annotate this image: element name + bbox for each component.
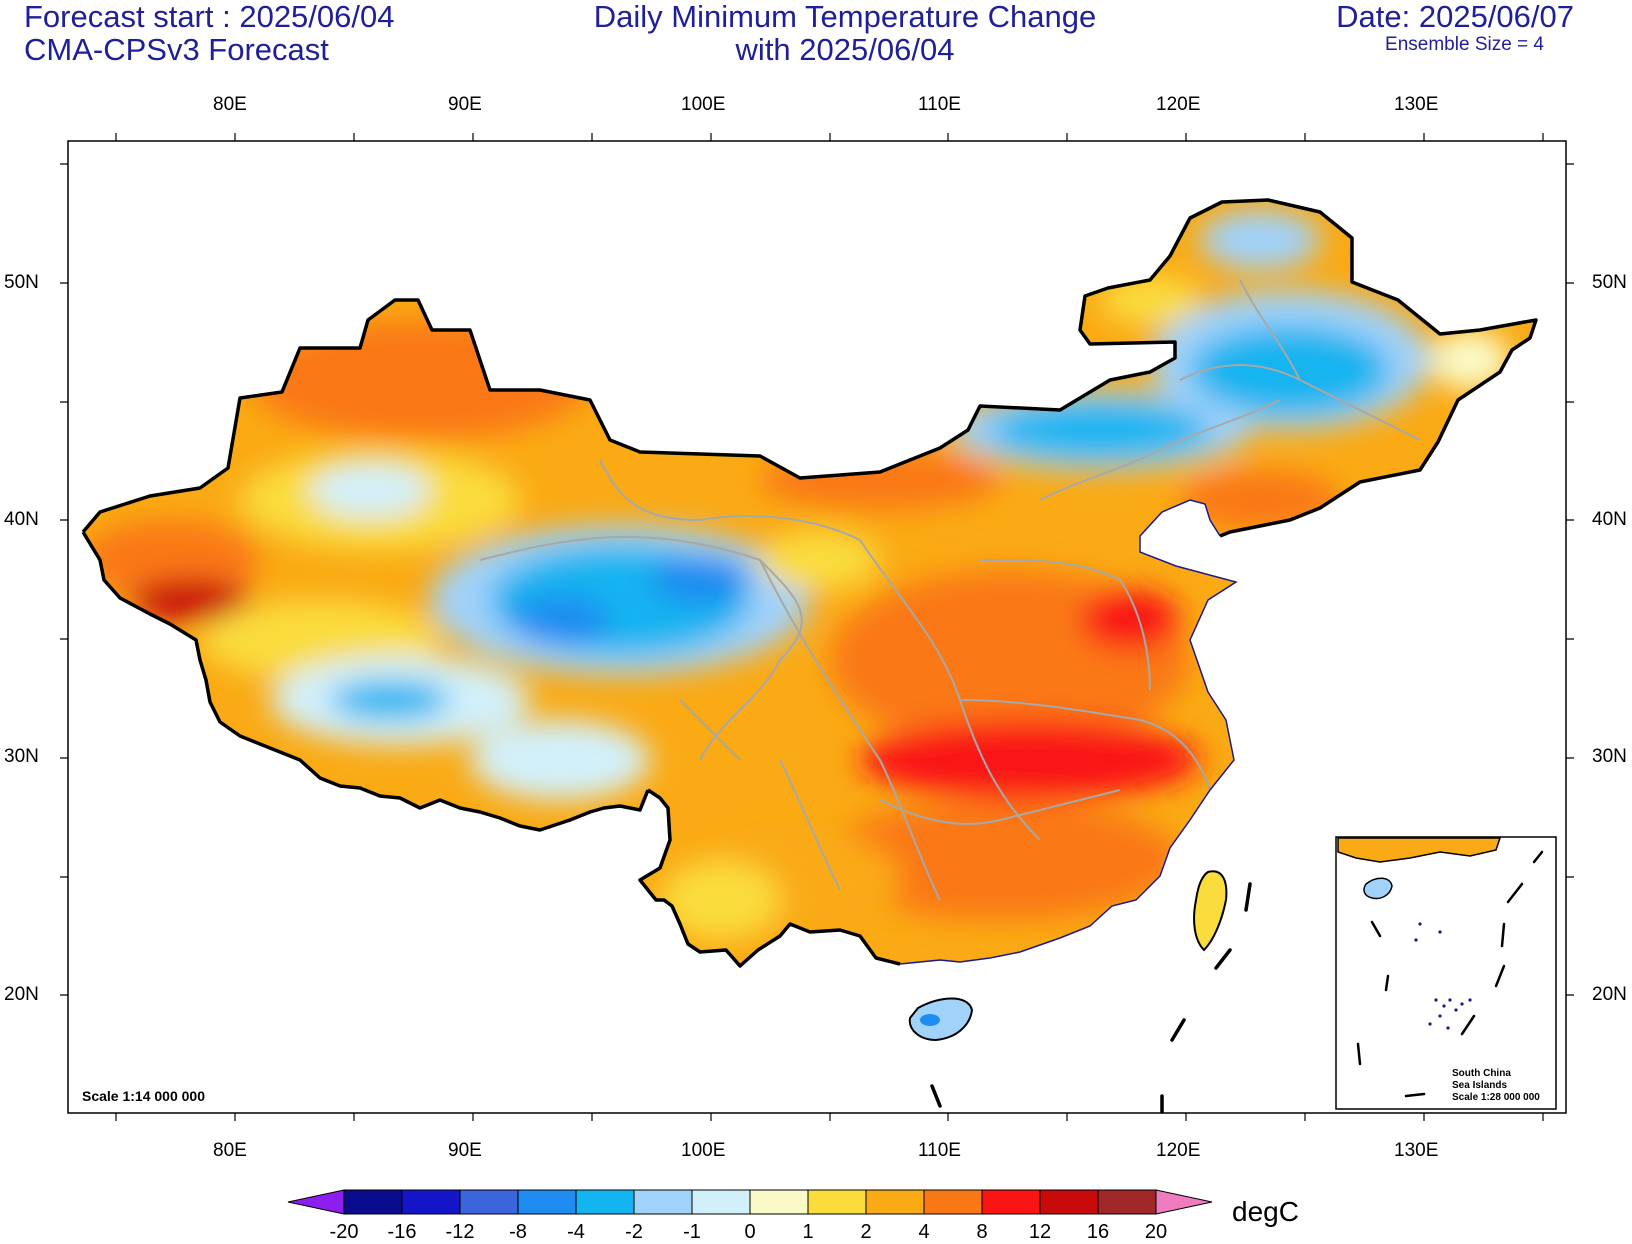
- lon-label: 130E: [1394, 1140, 1439, 1161]
- model-label: CMA-CPSv3 Forecast: [24, 32, 329, 67]
- colorbar-label: 0: [744, 1221, 756, 1243]
- colorbar-swatch: [807, 1189, 867, 1215]
- colorbar-label: 12: [1028, 1221, 1052, 1243]
- colorbar-label: -20: [329, 1221, 359, 1243]
- colorbar-swatch: [1097, 1189, 1157, 1215]
- forecast-start-label: Forecast start : 2025/06/04: [24, 0, 395, 34]
- colorbar-label: 20: [1144, 1221, 1168, 1243]
- colorbar-label: 16: [1086, 1221, 1110, 1243]
- colorbar-label: -8: [509, 1221, 527, 1243]
- colorbar-over-arrow: [1155, 1189, 1213, 1215]
- lon-label: 100E: [681, 1140, 726, 1161]
- dash-line-segments: [930, 882, 1252, 1114]
- inset-title-line1: South China: [1452, 1068, 1511, 1079]
- inset-scale-note: Scale 1:28 000 000: [1452, 1092, 1540, 1103]
- lat-label: 20N: [1592, 984, 1627, 1005]
- lat-label: 50N: [1592, 272, 1627, 293]
- axis-ticks: [60, 133, 1574, 1121]
- colorbar-label: -1: [683, 1221, 701, 1243]
- colorbar-swatch: [459, 1189, 519, 1215]
- ensemble-size-label: Ensemble Size = 4: [1385, 34, 1544, 55]
- colorbar-swatch: [691, 1189, 751, 1215]
- lat-label: 20N: [4, 984, 39, 1005]
- lon-label: 90E: [448, 1140, 482, 1161]
- taiwan-island: [1193, 870, 1228, 952]
- colorbar-swatch: [517, 1189, 577, 1215]
- colorbar-swatch: [923, 1189, 983, 1215]
- colorbar-label: 8: [976, 1221, 988, 1243]
- colorbar-label: -16: [387, 1221, 417, 1243]
- colorbar-label: -4: [567, 1221, 585, 1243]
- lon-label: 80E: [213, 1140, 247, 1161]
- lon-label: 130E: [1394, 94, 1439, 115]
- national-border: [81, 198, 1538, 968]
- lon-label: 120E: [1156, 1140, 1201, 1161]
- lat-label: 40N: [4, 509, 39, 530]
- lat-label: 50N: [4, 272, 39, 293]
- forecast-date-label: Date: 2025/06/07: [1336, 0, 1574, 34]
- colorbar-swatch: [749, 1189, 809, 1215]
- province-boundaries: [479, 279, 1421, 901]
- colorbar-swatch: [1039, 1189, 1099, 1215]
- hainan-island: [908, 997, 974, 1042]
- map-subtitle: with 2025/06/04: [735, 32, 955, 67]
- colorbar-unit: degC: [1232, 1196, 1299, 1227]
- colorbar-swatch: [343, 1189, 403, 1215]
- lon-label: 110E: [918, 1140, 961, 1161]
- lon-label: 80E: [213, 94, 247, 115]
- inset-title-line2: Sea Islands: [1452, 1080, 1508, 1091]
- colorbar-label: 1: [802, 1221, 814, 1243]
- lon-label: 90E: [448, 94, 482, 115]
- colorbar-label: 4: [918, 1221, 930, 1243]
- map-title: Daily Minimum Temperature Change: [593, 0, 1097, 34]
- lon-label: 100E: [681, 94, 726, 115]
- colorbar-label: 2: [860, 1221, 872, 1243]
- south-china-sea-inset: [1335, 836, 1557, 1110]
- colorbar-swatch: [981, 1189, 1041, 1215]
- colorbar-under-arrow: [287, 1189, 345, 1215]
- coastline: [899, 499, 1238, 965]
- colorbar-swatch: [575, 1189, 635, 1215]
- lat-label: 30N: [4, 746, 39, 767]
- hainan-cold-spot: [920, 1014, 940, 1026]
- lon-label: 110E: [918, 94, 961, 115]
- lon-label: 120E: [1156, 94, 1201, 115]
- colorbar-swatch: [401, 1189, 461, 1215]
- lat-label: 40N: [1592, 509, 1627, 530]
- colorbar-label: -2: [625, 1221, 643, 1243]
- lat-label: 30N: [1592, 746, 1627, 767]
- map-scale-note: Scale 1:14 000 000: [82, 1088, 205, 1104]
- colorbar-swatch: [633, 1189, 693, 1215]
- colorbar-label: -12: [445, 1221, 475, 1243]
- colorbar: [287, 1189, 1213, 1215]
- colorbar-swatch: [865, 1189, 925, 1215]
